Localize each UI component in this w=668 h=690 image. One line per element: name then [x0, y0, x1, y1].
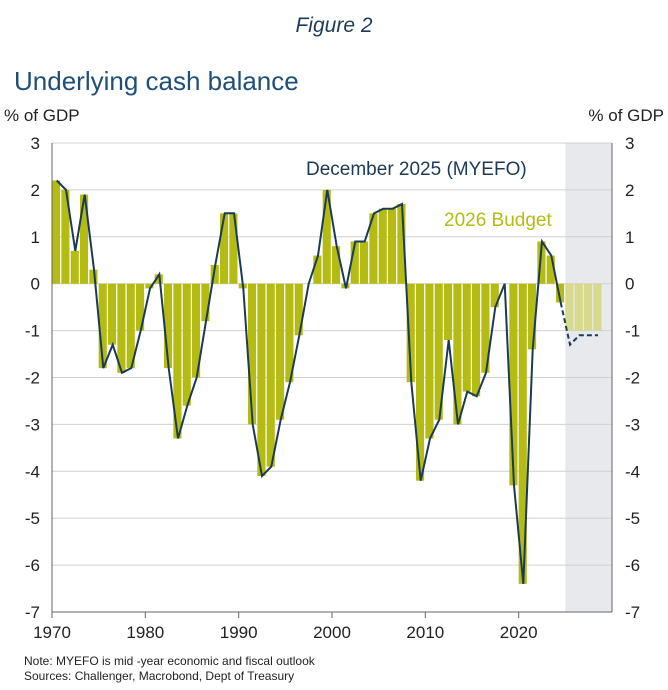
bar — [444, 283, 453, 340]
bar — [416, 283, 425, 481]
bar — [154, 274, 163, 284]
bar — [350, 241, 359, 284]
bar — [117, 283, 126, 373]
y-tick-label-right: -3 — [625, 415, 640, 434]
bar — [126, 283, 135, 369]
y-tick-label-right: -4 — [625, 462, 640, 481]
bar — [509, 283, 518, 486]
sources-line: Sources: Challenger, Macrobond, Dept of … — [24, 669, 295, 683]
y-tick-label-right: 1 — [625, 228, 634, 247]
bar — [472, 283, 481, 397]
x-tick-label: 1970 — [33, 623, 71, 642]
y-axis-label-right: % of GDP — [588, 106, 664, 125]
myefo-forecast-line — [559, 302, 598, 347]
x-tick-label: 1990 — [220, 623, 258, 642]
y-tick-label-right: -6 — [625, 556, 640, 575]
bar — [332, 246, 341, 284]
bar — [490, 283, 499, 308]
bar — [52, 180, 61, 284]
bar — [556, 283, 565, 303]
y-tick-label-left: 3 — [31, 134, 40, 153]
bar — [192, 283, 201, 378]
y-tick-label-right: -1 — [625, 322, 640, 341]
bar — [537, 241, 546, 284]
bar — [322, 189, 331, 284]
bar — [425, 283, 434, 439]
bar — [593, 283, 602, 331]
bar — [406, 283, 415, 383]
bar — [248, 283, 257, 425]
y-tick-label-left: -7 — [25, 603, 40, 622]
y-tick-label-right: -2 — [625, 369, 640, 388]
bar — [546, 255, 555, 284]
legend-budget: 2026 Budget — [444, 210, 552, 231]
bar — [360, 241, 369, 284]
bar — [397, 203, 406, 284]
bar — [70, 250, 79, 284]
bar — [257, 283, 266, 476]
bar — [229, 213, 238, 284]
bar — [584, 283, 593, 331]
bar — [201, 283, 210, 322]
x-tick-label: 2000 — [313, 623, 351, 642]
bar — [313, 255, 322, 284]
myefo-line — [55, 179, 562, 584]
bar — [98, 283, 107, 369]
note-line: Note: MYEFO is mid -year economic and fi… — [24, 654, 315, 668]
figure-label: Figure 2 — [295, 14, 373, 37]
bar — [285, 283, 294, 383]
y-tick-label-left: -3 — [25, 415, 40, 434]
y-tick-label-right: 0 — [625, 275, 634, 294]
bar — [574, 283, 583, 331]
legend-myefo: December 2025 (MYEFO) — [306, 159, 527, 180]
bar — [276, 283, 285, 420]
bar — [378, 208, 387, 284]
bar — [108, 283, 117, 345]
y-tick-label-right: -7 — [625, 603, 640, 622]
bar — [80, 194, 89, 284]
bar — [136, 283, 145, 331]
bar — [294, 283, 303, 336]
y-tick-label-left: -6 — [25, 556, 40, 575]
chart-notes: Note: MYEFO is mid -year economic and fi… — [24, 654, 315, 684]
bar — [89, 269, 98, 284]
bar — [145, 283, 154, 289]
bar — [565, 283, 574, 331]
bar — [462, 283, 471, 392]
bar — [453, 283, 462, 425]
bar — [61, 189, 70, 284]
y-tick-label-left: -2 — [25, 369, 40, 388]
bar — [528, 283, 537, 350]
bar — [220, 213, 229, 284]
bar — [266, 283, 275, 467]
y-tick-label-left: -1 — [25, 322, 40, 341]
bar — [173, 283, 182, 439]
y-axis-label-left: % of GDP — [4, 106, 80, 125]
x-tick-label: 2010 — [406, 623, 444, 642]
y-tick-label-left: 0 — [31, 275, 40, 294]
y-tick-label-left: -4 — [25, 462, 40, 481]
y-tick-label-right: 3 — [625, 134, 634, 153]
y-tick-label-right: 2 — [625, 181, 634, 200]
x-tick-label: 2020 — [500, 623, 538, 642]
y-tick-label-right: -5 — [625, 509, 640, 528]
bar — [164, 283, 173, 369]
bar — [434, 283, 443, 420]
bar — [518, 283, 527, 584]
chart-title: Underlying cash balance — [14, 66, 299, 96]
bar — [369, 213, 378, 284]
y-tick-label-left: 2 — [31, 181, 40, 200]
bar — [388, 208, 397, 284]
x-tick-label: 1980 — [126, 623, 164, 642]
bar — [481, 283, 490, 373]
bar — [182, 283, 191, 406]
y-tick-label-left: 1 — [31, 228, 40, 247]
y-tick-label-left: -5 — [25, 509, 40, 528]
